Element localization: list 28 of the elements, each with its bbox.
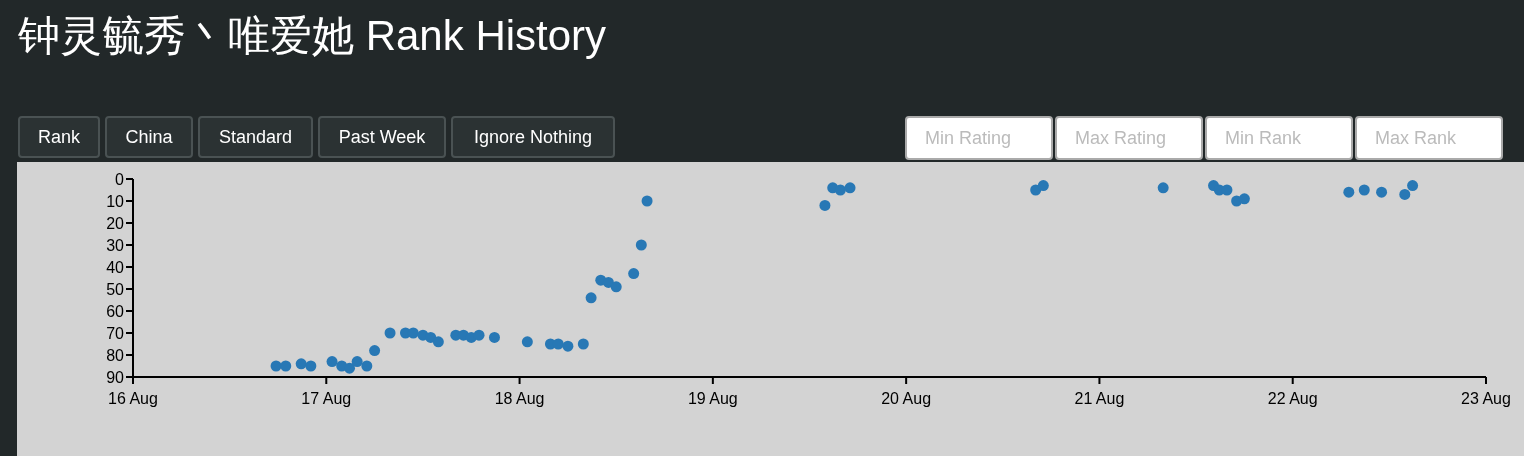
y-tick-label: 80 (106, 347, 125, 364)
text: Min Rank (1205, 116, 1353, 160)
x-tick-label: 22 Aug (1267, 390, 1318, 407)
y-tick-label: 50 (106, 281, 125, 298)
text: China (105, 116, 193, 158)
x-tick-label: 20 Aug (881, 390, 932, 407)
text: Rank (18, 116, 100, 158)
text: Standard (198, 116, 313, 158)
y-tick-label: 60 (106, 303, 125, 320)
y-tick-label: 90 (106, 369, 125, 386)
text: Ignore Nothing (451, 116, 615, 158)
text: Max Rank (1355, 116, 1503, 160)
text: Past Week (318, 116, 446, 158)
y-tick-label: 20 (106, 215, 125, 232)
text: Max Rating (1055, 116, 1203, 160)
y-tick-label: 0 (115, 171, 125, 188)
x-tick-label: 19 Aug (687, 390, 738, 407)
x-tick-label: 16 Aug (108, 390, 158, 407)
text: Min Rating (905, 116, 1053, 160)
chart-title: 钟灵毓秀丶唯爱她 Rank History (18, 11, 607, 61)
y-tick-label: 70 (106, 325, 125, 342)
x-tick-label: 18 Aug (494, 390, 545, 407)
x-tick-label: 17 Aug (301, 390, 352, 407)
y-tick-label: 10 (106, 193, 125, 210)
y-tick-label: 30 (106, 237, 125, 254)
y-tick-label: 40 (106, 259, 125, 276)
x-tick-label: 21 Aug (1074, 390, 1125, 407)
x-tick-label: 23 Aug (1461, 390, 1511, 407)
